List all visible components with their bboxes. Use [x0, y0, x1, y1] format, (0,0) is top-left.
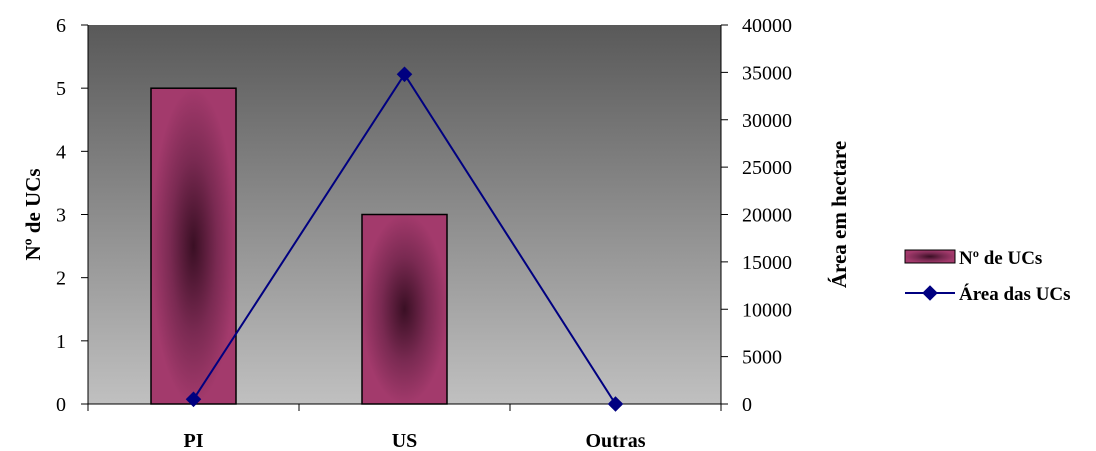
category-label: US — [392, 430, 418, 451]
right-tick-label: 30000 — [742, 110, 792, 132]
left-axis-title: Nº de UCs — [21, 168, 45, 260]
legend: Nº de UCs Área das UCs — [904, 248, 1071, 305]
bar-pi — [150, 87, 237, 405]
legend-label-line: Área das UCs — [959, 283, 1071, 305]
left-tick-label: 0 — [56, 394, 66, 416]
legend-swatch-bar — [904, 249, 956, 264]
right-axis-title: Área em hectare — [827, 141, 851, 288]
category-label: Outras — [586, 430, 646, 451]
left-tick-label: 4 — [56, 141, 66, 163]
right-tick-label: 40000 — [742, 15, 792, 37]
bar-us — [361, 213, 448, 405]
right-tick-label: 10000 — [742, 299, 792, 321]
left-tick-label: 5 — [56, 78, 66, 100]
left-tick-label: 2 — [56, 268, 66, 290]
right-tick-label: 20000 — [742, 205, 792, 227]
left-tick-label: 3 — [56, 205, 66, 227]
area-series-point — [185, 391, 202, 408]
legend-marker-line — [922, 285, 938, 301]
right-tick-label: 0 — [742, 394, 752, 416]
category-label: PI — [184, 430, 204, 451]
left-tick-label: 1 — [56, 331, 66, 353]
right-tick-label: 25000 — [742, 157, 792, 179]
legend-label-bar: Nº de UCs — [959, 248, 1042, 269]
right-tick-label: 15000 — [742, 252, 792, 274]
left-tick-label: 6 — [56, 15, 66, 37]
right-tick-label: 5000 — [742, 347, 782, 369]
right-tick-label: 35000 — [742, 62, 792, 84]
